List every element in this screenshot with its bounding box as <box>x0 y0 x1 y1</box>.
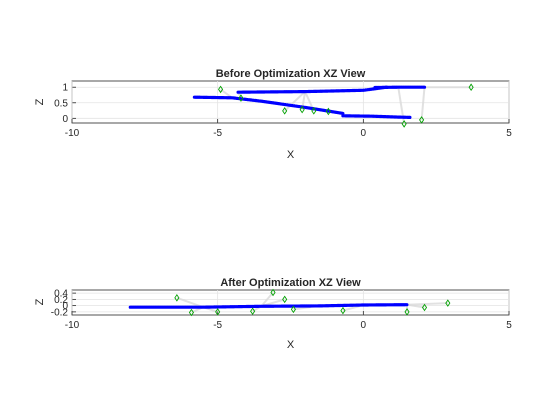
trajectory-segment <box>341 114 412 120</box>
x-tick-labels: -10 -5 0 5 <box>65 128 512 139</box>
panel-after: After Optimization XZ View -10 -5 0 5 -0.20… <box>34 277 512 351</box>
y-tick-label: 0.5 <box>54 98 68 109</box>
y-axis-label: Z <box>34 298 46 305</box>
x-tick-label: 5 <box>506 320 512 331</box>
landmark-point <box>404 308 410 316</box>
landmark-point <box>325 107 331 116</box>
y-tick-label: 0.2 <box>54 295 68 306</box>
y-axis-label: Z <box>34 98 46 105</box>
y-tick-labels: 00.51 <box>54 83 68 125</box>
landmark-point <box>421 303 428 312</box>
trajectory-segment <box>128 303 409 309</box>
x-axis-label: X <box>287 149 295 161</box>
trajectory-series <box>192 85 427 120</box>
x-axis-label: X <box>287 339 295 351</box>
y-tick-label: 0 <box>62 301 68 312</box>
y-tick-label: 1 <box>62 83 68 94</box>
correspondence-line <box>406 302 448 306</box>
x-tick-label: -5 <box>213 320 222 331</box>
plot-area <box>71 289 510 316</box>
y-tick-label: -0.2 <box>51 307 69 318</box>
landmark-point <box>282 107 288 115</box>
landmark-point <box>270 288 276 297</box>
landmark-point <box>445 299 451 307</box>
landmark-point <box>401 120 407 128</box>
x-tick-labels: -10 -5 0 5 <box>65 320 512 331</box>
correspondence-lines <box>176 291 448 314</box>
landmark-point <box>290 305 296 314</box>
correspondence-line <box>260 291 274 307</box>
landmark-point <box>218 85 224 94</box>
x-tick-label: -10 <box>65 128 80 139</box>
x-tick-label: 0 <box>361 128 367 139</box>
trajectory-series <box>128 303 409 309</box>
x-tick-label: 5 <box>506 128 512 139</box>
y-tick-label: 0 <box>62 114 68 125</box>
landmark-point <box>238 94 244 102</box>
correspondence-line <box>420 87 426 120</box>
landmark-point <box>299 105 305 114</box>
trajectory-segment <box>192 95 345 116</box>
correspondence-line <box>283 90 306 112</box>
y-tick-labels: -0.200.20.4 <box>51 289 69 319</box>
landmark-point <box>419 116 425 124</box>
landmark-point <box>340 306 346 315</box>
chart-title: After Optimization XZ View <box>220 277 361 289</box>
landmark-series <box>218 83 474 128</box>
chart-title: Before Optimization XZ View <box>216 68 366 80</box>
landmark-point <box>215 308 221 316</box>
landmark-point <box>282 295 288 304</box>
panel-before: Before Optimization XZ View -10 -5 0 5 00.5… <box>34 68 512 161</box>
y-tick-label: 0.4 <box>54 289 68 300</box>
landmark-point <box>311 107 317 115</box>
landmark-point <box>188 308 194 317</box>
landmark-series <box>174 288 451 317</box>
x-tick-label: 0 <box>361 320 367 331</box>
x-tick-label: -5 <box>213 128 222 139</box>
landmark-point <box>174 294 180 302</box>
x-tick-label: -10 <box>65 320 80 331</box>
landmark-point <box>250 307 256 316</box>
landmark-point <box>468 83 474 92</box>
